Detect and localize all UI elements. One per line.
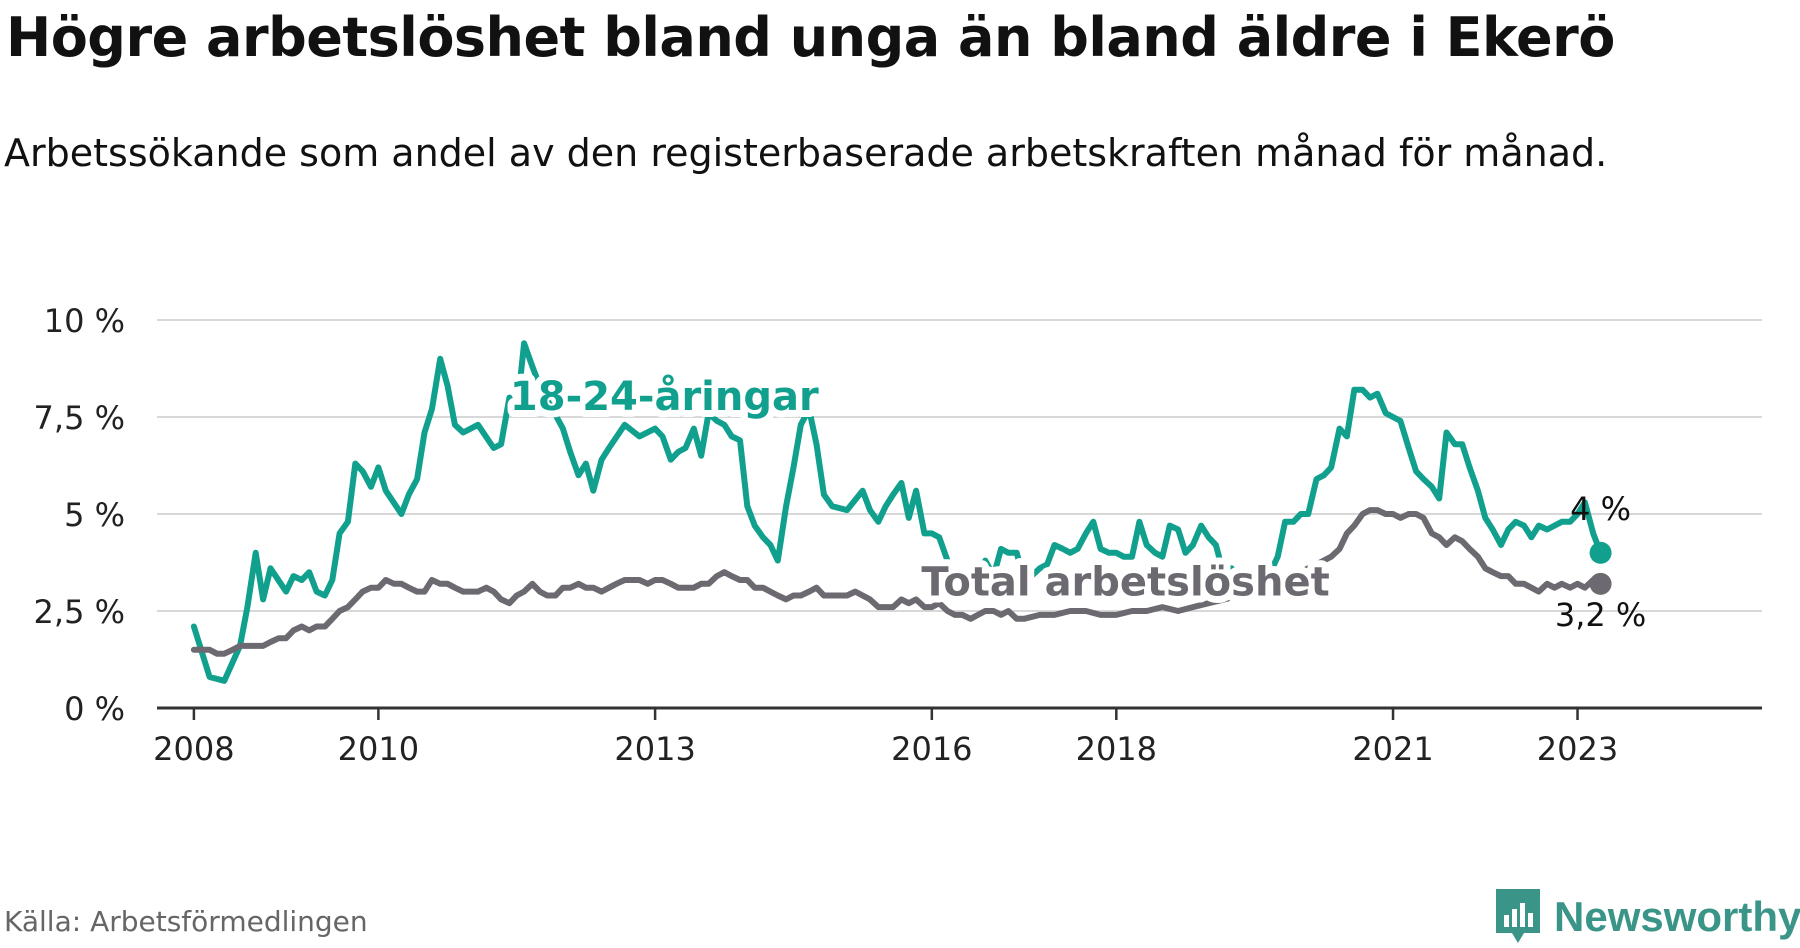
chart-subtitle: Arbetssökande som andel av den registerb… [4, 131, 1608, 175]
young-end-dot [1589, 541, 1612, 564]
total-end-value-label: 3,2 % [1555, 596, 1646, 634]
y-tick-label: 0 % [64, 690, 125, 728]
y-tick-label: 5 % [64, 496, 125, 534]
y-tick-label: 10 % [44, 302, 125, 340]
x-tick-label: 2021 [1352, 730, 1433, 768]
y-tick-label: 7,5 % [34, 399, 125, 437]
source-note: Källa: Arbetsförmedlingen [4, 905, 368, 938]
x-tick-label: 2016 [891, 730, 972, 768]
x-tick-label: 2013 [614, 730, 695, 768]
y-tick-label: 2,5 % [34, 593, 125, 631]
total-series-label: Total arbetslöshet [921, 559, 1329, 605]
brand-name: Newsworthy [1554, 893, 1800, 940]
young-series-label-halo: 18-24-åringar [510, 373, 819, 420]
total-series-label-halo: Total arbetslöshet [921, 559, 1329, 605]
x-tick-label: 2010 [338, 730, 419, 768]
chart-title: Högre arbetslöshet bland unga än bland ä… [6, 6, 1615, 69]
x-tick-label: 2018 [1076, 730, 1157, 768]
total-end-dot [1589, 572, 1612, 595]
total-series-line [190, 507, 1604, 657]
young-series-line [190, 340, 1604, 684]
x-tick-label: 2023 [1537, 730, 1618, 768]
young-end-value-label: 4 % [1570, 490, 1631, 528]
brand-logo: Newsworthy [1494, 887, 1800, 947]
x-tick-label: 2008 [153, 730, 234, 768]
newsworthy-logo-icon [1496, 889, 1540, 943]
young-series-label: 18-24-åringar [510, 373, 819, 420]
